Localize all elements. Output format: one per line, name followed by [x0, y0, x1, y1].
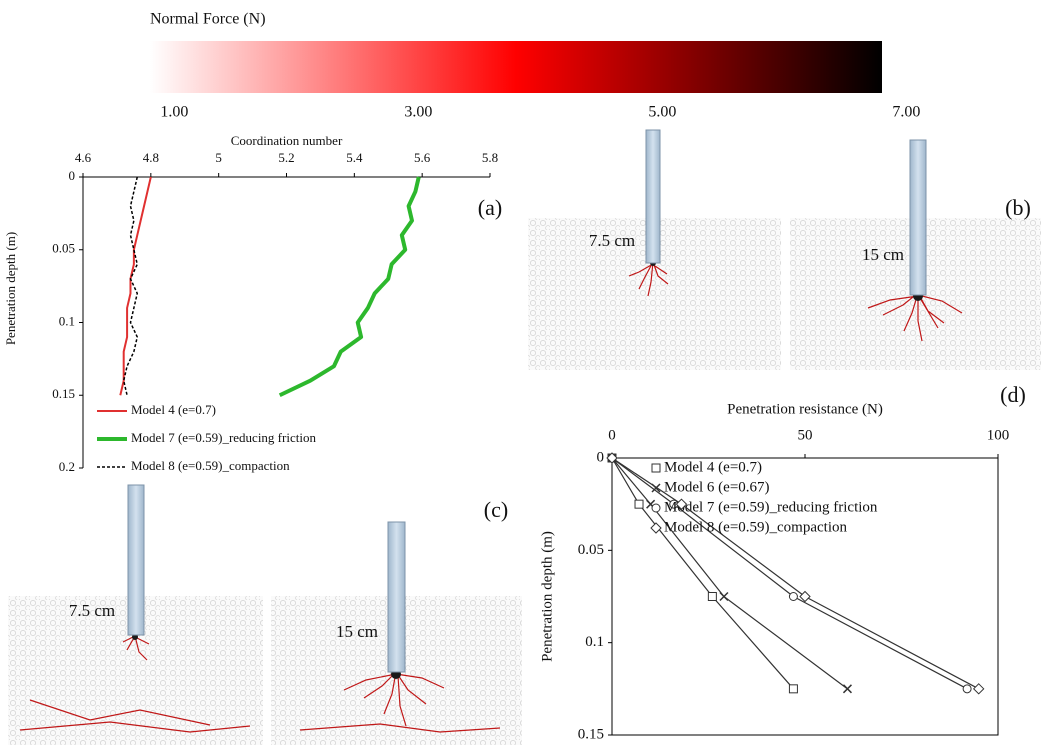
x-tick-label: 5.2 — [278, 150, 294, 165]
x-tick-label: 5.6 — [414, 150, 431, 165]
pile — [909, 139, 927, 296]
colorbar-tick-label: 1.00 — [160, 104, 188, 121]
legend-label: Model 4 (e=0.7) — [664, 459, 762, 475]
series-line — [611, 457, 848, 690]
data-point — [788, 592, 798, 601]
y-tick-label: 0.2 — [59, 459, 75, 474]
colorbar-title: Normal Force (N) — [150, 11, 266, 28]
legend-label: Model 7 (e=0.59)_reducing friction — [131, 430, 316, 445]
x-tick-label: 5.8 — [482, 150, 498, 165]
data-point — [799, 590, 811, 603]
panel-label: (b) — [1005, 195, 1031, 220]
x-tick-label: 4.6 — [75, 150, 92, 165]
x-tick-label: 50 — [798, 427, 813, 443]
plot-frame — [83, 177, 490, 468]
series-line — [119, 176, 152, 396]
y-tick-label: 0.05 — [52, 241, 75, 256]
simulation-images: 7.5 cm 15 cm 7.5 cm 15 cm (a) (b) (c) (d… — [8, 129, 1041, 745]
depth-label: 7.5 cm — [589, 231, 635, 250]
y-axis-label: Penetration depth (m) — [3, 232, 18, 345]
data-point — [707, 592, 717, 601]
legend-marker — [651, 503, 661, 513]
colorbar-tick-label: 7.00 — [892, 104, 920, 121]
x-tick-label: 5.4 — [346, 150, 363, 165]
data-point — [788, 684, 798, 694]
data-point — [675, 498, 688, 510]
depth-label: 7.5 cm — [69, 601, 115, 620]
y-tick-label: 0.15 — [52, 386, 75, 401]
series-line — [122, 176, 139, 396]
x-tick-label: 5 — [215, 150, 222, 165]
data-point — [962, 684, 972, 694]
legend-marker — [651, 463, 661, 473]
y-axis-label: Penetration depth (m) — [539, 531, 555, 662]
pile — [645, 129, 661, 264]
panel-label: (a) — [478, 195, 502, 220]
legend-label: Model 8 (e=0.59)_compaction — [664, 519, 847, 535]
x-tick-label: 0 — [608, 427, 616, 443]
legend-label: Model 4 (e=0.7) — [131, 402, 216, 417]
pile — [387, 521, 406, 673]
data-point — [842, 684, 852, 694]
panel-label: (c) — [484, 497, 508, 522]
x-tick-label: 100 — [987, 427, 1010, 443]
y-tick-label: 0.15 — [578, 726, 604, 742]
legend-marker — [650, 522, 662, 534]
series-line — [611, 457, 794, 690]
y-tick-label: 0.1 — [59, 313, 75, 328]
series-line — [611, 457, 968, 690]
force-chains — [19, 261, 963, 733]
colorbar-tick-label: 5.00 — [648, 104, 676, 121]
colorbar — [150, 41, 882, 93]
pile — [127, 484, 145, 636]
y-tick-label: 0.1 — [585, 634, 604, 650]
depth-label: 15 cm — [336, 622, 378, 641]
y-tick-label: 0.05 — [578, 542, 604, 558]
legend-label: Model 8 (e=0.59)_compaction — [131, 458, 290, 473]
x-axis-label: Penetration resistance (N) — [727, 401, 883, 417]
y-tick-label: 0 — [597, 449, 605, 465]
colorbar-tick-label: 3.00 — [404, 104, 432, 121]
data-point — [634, 499, 644, 509]
data-point — [606, 452, 618, 464]
legend-label: Model 6 (e=0.67) — [664, 479, 770, 495]
data-point — [719, 591, 729, 602]
series-line — [278, 176, 421, 398]
data-point — [972, 683, 985, 695]
x-tick-label: 4.8 — [143, 150, 159, 165]
x-axis-label: Coordination number — [231, 133, 343, 148]
panel-label: (d) — [1000, 382, 1026, 407]
depth-label: 15 cm — [862, 245, 904, 264]
series-line — [611, 457, 979, 690]
y-tick-label: 0 — [69, 168, 76, 183]
legend-label: Model 7 (e=0.59)_reducing friction — [664, 499, 878, 515]
